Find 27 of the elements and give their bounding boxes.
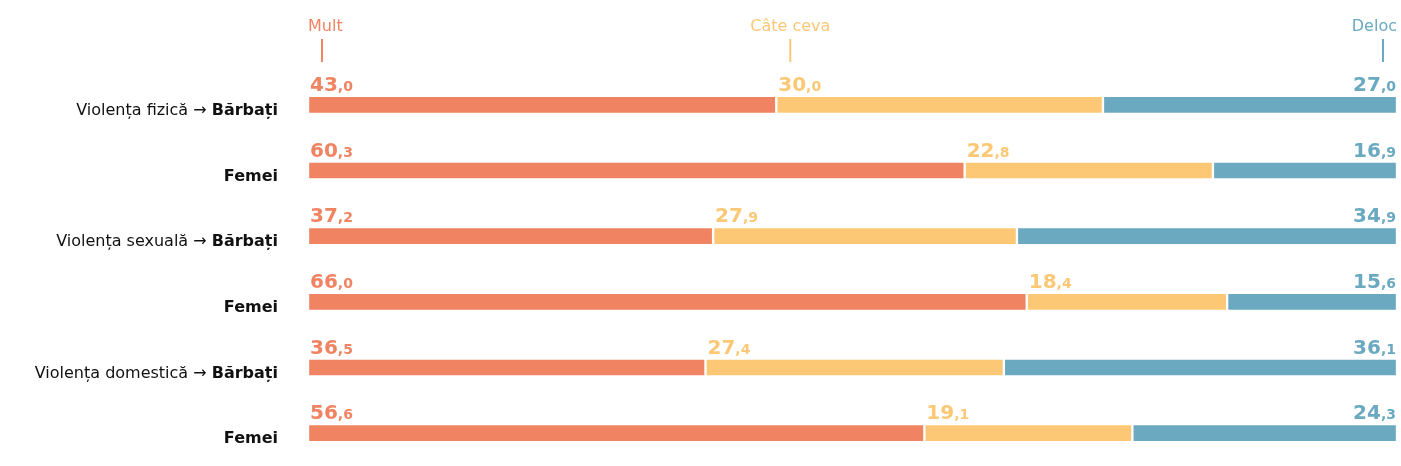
text: Deloc — [1351, 16, 1397, 35]
y-tick-label: Violența domestică → Bărbați — [34, 362, 278, 382]
y-tick-label: Femei — [223, 165, 278, 185]
data-label: 18,4 — [1028, 268, 1072, 293]
y-tick-label: Femei — [223, 296, 278, 316]
data-label: 27,4 — [707, 334, 751, 359]
y-tick-label: Violența sexuală → Bărbați — [56, 231, 278, 251]
data-label: 43,0 — [310, 71, 354, 96]
data-label: 36,5 — [310, 334, 353, 359]
data-label: 27,0 — [1353, 71, 1397, 96]
data-label: 30,0 — [778, 71, 822, 96]
data-label: 34,9 — [1353, 203, 1396, 228]
y-tick-label: Femei — [223, 428, 278, 448]
data-label: 22,8 — [966, 137, 1010, 162]
data-label: 36,1 — [1353, 334, 1396, 359]
text: Mult — [308, 16, 343, 35]
text: Câte ceva — [750, 16, 831, 35]
data-label: 15,6 — [1353, 268, 1396, 293]
data-label: 60,3 — [310, 137, 353, 162]
data-label: 19,1 — [926, 400, 970, 425]
data-label: 24,3 — [1353, 400, 1396, 425]
data-label: 37,2 — [310, 203, 353, 228]
data-label: 56,6 — [310, 400, 353, 425]
data-label: 16,9 — [1353, 137, 1396, 162]
data-label: 27,9 — [715, 203, 758, 228]
y-tick-label: Violența fizică → Bărbați — [76, 99, 278, 119]
data-label: 66,0 — [310, 268, 354, 293]
